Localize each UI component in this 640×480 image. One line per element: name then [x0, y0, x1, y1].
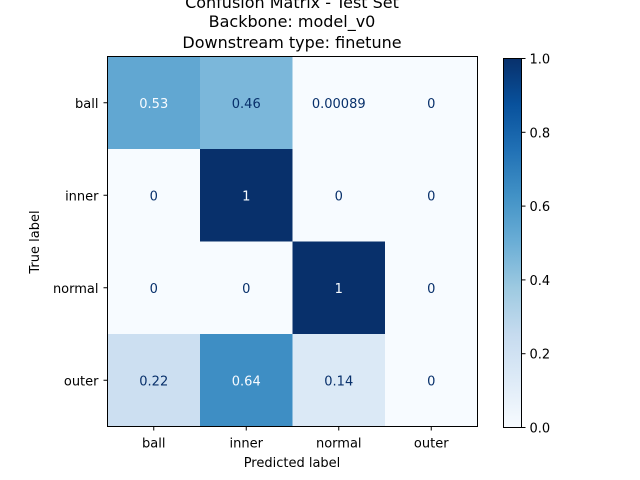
cell-value-label: 0	[335, 189, 343, 204]
chart-title: Confusion Matrix - Test Set Backbone: mo…	[182, 0, 401, 52]
cell-value-label: 0	[150, 189, 158, 204]
title-line-3: Downstream type: finetune	[182, 33, 401, 52]
x-tick-label: outer	[414, 437, 449, 452]
cell-value-label: 0	[427, 374, 435, 389]
title-line-1: Confusion Matrix - Test Set	[185, 0, 399, 12]
x-tick-label: normal	[316, 437, 362, 452]
cell-value-label: 0.53	[139, 97, 168, 112]
x-tick-label: inner	[230, 437, 264, 452]
heatmap-cell	[292, 334, 386, 427]
heatmap-cell	[200, 334, 293, 427]
colorbar-tick-label: 0.6	[530, 200, 551, 215]
colorbar-tick-label: 0.4	[530, 274, 551, 289]
heatmap-cell	[292, 149, 386, 242]
cell-value-label: 0.46	[232, 97, 261, 112]
colorbar-tick-label: 0.2	[530, 348, 551, 363]
x-axis-label: Predicted label	[244, 456, 341, 471]
colorbar: 0.0 0.2 0.4 0.6 0.8 1.0	[503, 53, 550, 437]
cell-value-label: 1	[242, 189, 250, 204]
title-line-2: Backbone: model_v0	[209, 12, 376, 32]
y-tick-label: outer	[64, 374, 99, 389]
cell-value-label: 0.14	[324, 374, 353, 389]
colorbar-tick-label: 1.0	[530, 53, 551, 68]
heatmap-cell	[107, 241, 201, 335]
y-tick-label: inner	[65, 189, 99, 204]
cell-value-label: 0	[427, 97, 435, 112]
cell-value-label: 1	[335, 282, 343, 297]
colorbar-gradient	[503, 58, 521, 427]
heatmap-cell	[107, 56, 201, 150]
cell-value-label: 0.00089	[312, 97, 366, 112]
colorbar-tick-label: 0.8	[530, 126, 551, 141]
heatmap-cell	[385, 241, 478, 335]
x-tick-label: ball	[142, 437, 165, 452]
plot-frame	[107, 56, 478, 427]
heatmap-cell	[200, 56, 293, 150]
y-tick-label: normal	[53, 282, 99, 297]
cell-value-label: 0	[242, 282, 250, 297]
cell-value-label: 0	[427, 189, 435, 204]
heatmap-cells	[107, 56, 478, 427]
y-tick-label: ball	[75, 97, 98, 112]
heatmap-cell	[200, 149, 293, 242]
heatmap-cell	[107, 334, 201, 427]
colorbar-tick-label: 0.0	[530, 422, 551, 437]
heatmap-cell	[385, 334, 478, 427]
heatmap-cell	[385, 56, 478, 150]
x-axis-ticks: ball inner normal outer	[142, 426, 449, 452]
cell-value-label: 0.22	[139, 374, 168, 389]
y-axis-ticks: ball inner normal outer	[53, 97, 108, 389]
colorbar-ticks: 0.0 0.2 0.4 0.6 0.8 1.0	[521, 53, 551, 437]
cell-value-label: 0	[150, 282, 158, 297]
heatmap-cell	[385, 149, 478, 242]
cell-value-label: 0.64	[232, 374, 261, 389]
heatmap-cell-labels: 0.53 0.46 0.00089 0 0 1 0 0 0 0 1 0 0.22 0.64 0.14 0	[139, 97, 435, 390]
colorbar-frame	[503, 58, 522, 428]
heatmap-cell	[292, 56, 386, 150]
y-axis-label: True label	[28, 210, 43, 274]
heatmap-cell	[292, 241, 386, 335]
heatmap-cell	[200, 241, 293, 335]
heatmap-cell	[107, 149, 201, 242]
cell-value-label: 0	[427, 282, 435, 297]
